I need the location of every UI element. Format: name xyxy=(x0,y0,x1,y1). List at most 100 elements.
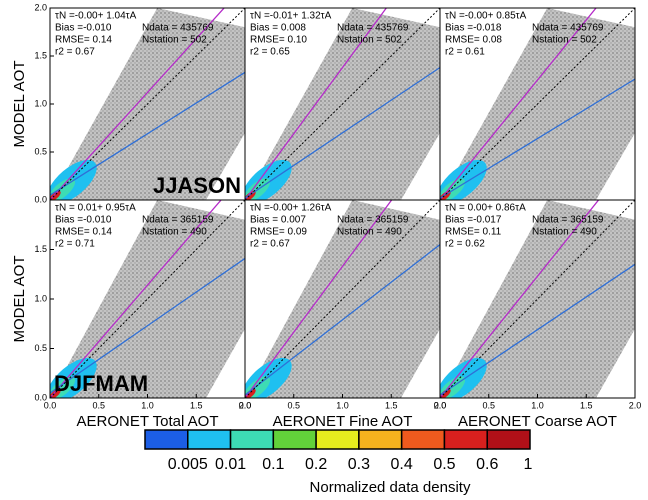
x-tick-label: 1.0 xyxy=(141,400,154,410)
fit-line xyxy=(440,200,600,398)
x-tick-label: 0.5 xyxy=(92,400,105,410)
colorbar-tick-label: 0.4 xyxy=(391,456,413,473)
stat-text: Bias =-0.010 xyxy=(55,23,112,34)
fit-line xyxy=(245,66,440,199)
stat-text: RMSE= 0.09 xyxy=(250,227,307,238)
stat-text: Nstation = 502 xyxy=(532,35,597,46)
colorbar-tick-label: 0.2 xyxy=(305,456,327,473)
stat-text: RMSE= 0.14 xyxy=(55,227,112,238)
x-axis-label: AERONET Coarse AOT xyxy=(458,413,617,430)
fit-text: τN =-0.01+ 1.32τA xyxy=(250,11,332,22)
fit-text: τN =-0.00+ 1.04τA xyxy=(55,11,137,22)
y-tick-label: 0.5 xyxy=(34,343,47,353)
panel xyxy=(440,8,635,200)
stat-text: Ndata = 365159 xyxy=(337,215,409,226)
colorbar-tick-label: 0.005 xyxy=(168,456,208,473)
colorbar-box xyxy=(358,429,403,450)
stat-text: Bias = 0.007 xyxy=(250,215,306,226)
fit-line xyxy=(245,8,388,200)
density-core xyxy=(50,388,61,398)
fit-line xyxy=(245,244,440,396)
stat-text: Ndata = 435769 xyxy=(532,23,604,34)
y-tick-label: 1.0 xyxy=(34,98,47,108)
colorbar-tick-label: 0.6 xyxy=(476,456,498,473)
fit-line xyxy=(50,8,225,200)
stat-text: RMSE= 0.11 xyxy=(445,227,502,238)
x-tick-label: 0.5 xyxy=(482,400,495,410)
y-axis-label: MODEL AOT xyxy=(11,256,28,343)
x-tick-label: 0.5 xyxy=(287,400,300,410)
stat-text: r2 = 0.65 xyxy=(250,47,290,58)
colorbar-box xyxy=(400,429,446,450)
fit-line xyxy=(245,8,440,200)
colorbar-tick-label: 0.3 xyxy=(348,456,370,473)
colorbar-tick-label: 0.5 xyxy=(433,456,455,473)
colorbar-box xyxy=(443,429,488,450)
stat-text: r2 = 0.67 xyxy=(55,47,95,58)
fit-line xyxy=(440,78,635,199)
colorbar-box xyxy=(272,429,317,450)
stat-text: RMSE= 0.10 xyxy=(250,35,307,46)
density-core xyxy=(245,388,256,398)
panel xyxy=(50,200,245,398)
x-tick-label: 0.0 xyxy=(44,400,57,410)
stat-text: Ndata = 435769 xyxy=(337,23,409,34)
x-axis-label: AERONET Total AOT xyxy=(77,413,219,430)
fit-text: τN = 0.01+ 0.95τA xyxy=(55,203,136,214)
stat-text: Bias = 0.008 xyxy=(250,23,306,34)
panel xyxy=(245,8,440,200)
y-axis-label: MODEL AOT xyxy=(11,61,28,148)
stat-text: Nstation = 490 xyxy=(142,227,207,238)
y-tick-label: 2.0 xyxy=(34,2,47,12)
stat-text: RMSE= 0.08 xyxy=(445,35,502,46)
x-tick-label: 0.0 xyxy=(239,400,252,410)
x-tick-label: 1.5 xyxy=(580,400,593,410)
y-tick-label: 1.0 xyxy=(34,293,47,303)
fit-line xyxy=(440,263,635,396)
fit-line xyxy=(50,71,245,196)
colorbar-box xyxy=(144,429,189,450)
season-label: DJFMAM xyxy=(54,371,148,396)
panel xyxy=(245,200,440,398)
fit-line xyxy=(245,200,393,398)
density-core xyxy=(440,388,451,398)
colorbar-box xyxy=(315,429,360,450)
x-tick-label: 2.0 xyxy=(239,400,252,410)
fit-line xyxy=(50,200,222,398)
y-tick-label: 0.5 xyxy=(34,146,47,156)
season-label: JJASON xyxy=(153,173,241,198)
colorbar-tick-label: 1 xyxy=(524,456,533,473)
stat-text: r2 = 0.62 xyxy=(445,239,485,250)
x-tick-label: 2.0 xyxy=(434,400,447,410)
x-tick-label: 1.0 xyxy=(531,400,544,410)
stat-text: r2 = 0.61 xyxy=(445,47,485,58)
fit-line xyxy=(50,257,245,394)
stat-text: Ndata = 365159 xyxy=(142,215,214,226)
stat-text: r2 = 0.71 xyxy=(55,239,95,250)
x-axis-label: AERONET Fine AOT xyxy=(273,413,413,430)
panel xyxy=(440,200,635,398)
stat-text: Nstation = 490 xyxy=(532,227,597,238)
y-tick-label: 1.5 xyxy=(34,244,47,254)
stat-text: Nstation = 502 xyxy=(142,35,207,46)
stat-text: Ndata = 435769 xyxy=(142,23,214,34)
stat-text: r2 = 0.67 xyxy=(250,239,290,250)
x-tick-label: 0.0 xyxy=(434,400,447,410)
stat-text: Nstation = 502 xyxy=(337,35,402,46)
fit-line xyxy=(440,8,597,200)
colorbar-tick-label: 0.01 xyxy=(215,456,246,473)
colorbar-title: Normalized data density xyxy=(310,479,471,496)
y-tick-label: 1.5 xyxy=(34,50,47,60)
x-tick-label: 1.0 xyxy=(336,400,349,410)
y-tick-label: 0.0 xyxy=(34,194,47,204)
stat-text: Nstation = 490 xyxy=(337,227,402,238)
y-tick-label: 0.0 xyxy=(34,392,47,402)
colorbar-box xyxy=(229,429,275,450)
x-tick-label: 1.5 xyxy=(190,400,203,410)
colorbar-box xyxy=(187,429,232,450)
fit-text: τN =-0.00+ 1.26τA xyxy=(250,203,332,214)
fit-line xyxy=(440,8,635,200)
stat-text: Bias =-0.010 xyxy=(55,215,112,226)
stat-text: Bias =-0.017 xyxy=(445,215,502,226)
